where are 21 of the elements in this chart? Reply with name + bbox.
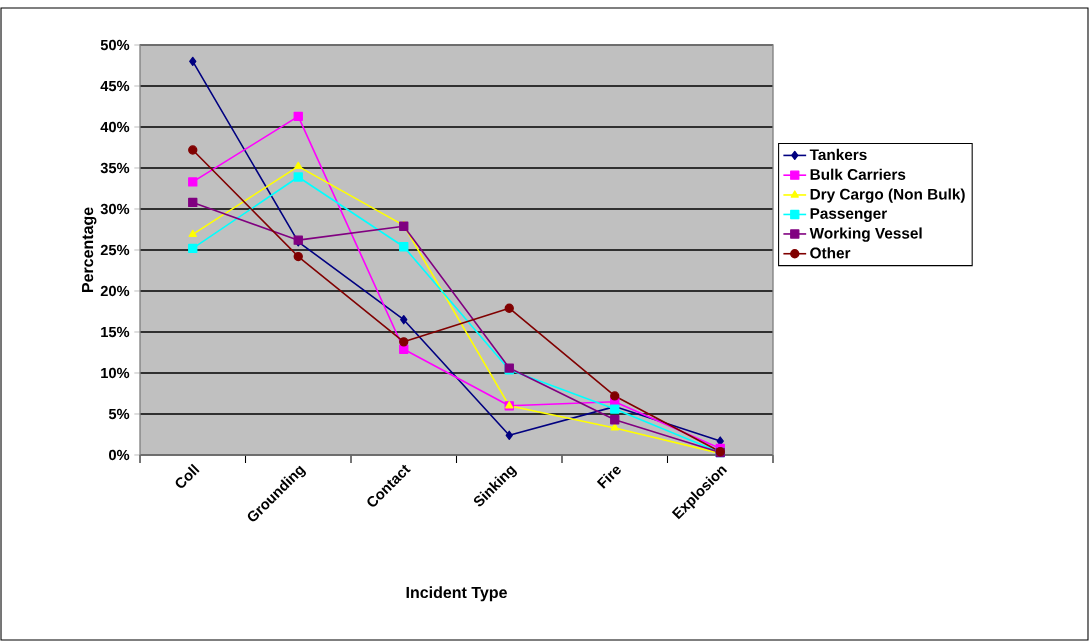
legend-label: Bulk Carriers — [810, 168, 906, 180]
legend-label: Tankers — [809, 148, 867, 161]
x-axis-title: Incident Type — [406, 586, 507, 602]
y-axis-title: Percentage — [82, 207, 97, 293]
y-tick-label: 10% — [101, 367, 130, 379]
y-tick-label: 45% — [100, 80, 130, 92]
y-tick-label: 40% — [100, 121, 130, 133]
legend-label: Other — [810, 247, 851, 259]
y-tick-label: 20% — [100, 285, 130, 297]
y-tick-label: 25% — [100, 244, 130, 256]
y-tick-label: 50% — [100, 39, 130, 51]
y-tick-label: 15% — [101, 326, 130, 338]
y-tick-label: 5% — [108, 408, 130, 420]
y-tick-label: 35% — [100, 162, 130, 174]
x-tick-label: Coll — [175, 463, 200, 488]
y-tick-label: 30% — [100, 203, 130, 215]
y-tick-label: 0% — [109, 449, 130, 461]
x-tick-label: Fire — [596, 466, 621, 489]
legend-label: Passenger — [810, 208, 887, 222]
legend-label: Dry Cargo (Non Bulk) — [810, 188, 965, 203]
legend-label: Working Vessel — [809, 227, 922, 242]
